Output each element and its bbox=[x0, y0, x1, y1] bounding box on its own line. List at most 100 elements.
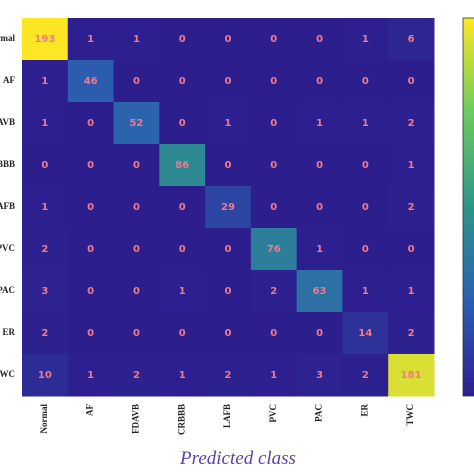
cell bbox=[67, 228, 115, 271]
cell-value: 0 bbox=[87, 328, 94, 339]
cell bbox=[205, 144, 252, 187]
cell-value: 2 bbox=[133, 370, 140, 381]
cell-value: 1 bbox=[87, 34, 94, 45]
cell bbox=[205, 60, 252, 103]
cell bbox=[388, 60, 435, 103]
cell-value: 52 bbox=[129, 118, 143, 129]
cell bbox=[388, 144, 435, 187]
cell bbox=[22, 144, 69, 187]
cell-value: 0 bbox=[179, 76, 186, 87]
cell bbox=[250, 186, 298, 229]
cell bbox=[205, 354, 252, 397]
cell bbox=[342, 354, 389, 397]
cell bbox=[388, 270, 435, 313]
cell-value: 0 bbox=[225, 76, 232, 87]
cell bbox=[250, 102, 298, 145]
cell bbox=[67, 270, 115, 313]
cell-value: 0 bbox=[270, 328, 277, 339]
cell bbox=[342, 18, 389, 61]
cell-value: 0 bbox=[362, 244, 369, 255]
cell-value: 2 bbox=[41, 328, 48, 339]
x-tick-label: ER bbox=[359, 404, 369, 417]
cell bbox=[113, 186, 160, 229]
cell bbox=[113, 144, 160, 187]
y-tick-label: CRBBB bbox=[0, 159, 15, 169]
cell-value: 0 bbox=[87, 118, 94, 129]
cell-value: 76 bbox=[267, 244, 281, 255]
cell bbox=[296, 354, 343, 397]
cell-value: 10 bbox=[38, 370, 52, 381]
cell bbox=[388, 354, 435, 397]
cell bbox=[22, 228, 69, 271]
y-tick-label: LAFB bbox=[0, 201, 15, 211]
cell bbox=[250, 312, 298, 355]
cell bbox=[22, 60, 69, 103]
cell-value: 2 bbox=[41, 244, 48, 255]
cell bbox=[67, 102, 115, 145]
cell-value: 0 bbox=[133, 76, 140, 87]
cell-value: 193 bbox=[34, 34, 55, 45]
cell-value: 0 bbox=[179, 202, 186, 213]
cell bbox=[342, 102, 389, 145]
y-tick-label: PVC bbox=[0, 243, 15, 253]
cell-value: 181 bbox=[401, 370, 422, 381]
x-tick-label: PVC bbox=[268, 404, 278, 423]
cell bbox=[22, 186, 69, 229]
cell-value: 1 bbox=[408, 286, 415, 297]
x-tick-label: Normal bbox=[39, 404, 49, 434]
cell bbox=[296, 102, 343, 145]
cell bbox=[67, 186, 115, 229]
cell-value: 2 bbox=[270, 286, 277, 297]
cell-value: 0 bbox=[179, 118, 186, 129]
cell-value: 1 bbox=[225, 118, 232, 129]
cell-value: 1 bbox=[41, 118, 48, 129]
cell bbox=[250, 270, 298, 313]
cell bbox=[113, 18, 160, 61]
cell bbox=[113, 354, 160, 397]
cell-value: 1 bbox=[41, 76, 48, 87]
cell bbox=[22, 102, 69, 145]
cell bbox=[296, 270, 343, 313]
cell bbox=[296, 312, 343, 355]
cell-value: 0 bbox=[270, 202, 277, 213]
cell bbox=[250, 228, 298, 271]
cell-value: 46 bbox=[84, 76, 98, 87]
cell bbox=[159, 60, 206, 103]
cell bbox=[250, 354, 298, 397]
cell-value: 1 bbox=[408, 160, 415, 171]
cell-value: 2 bbox=[225, 370, 232, 381]
cell bbox=[296, 186, 343, 229]
cell-value: 0 bbox=[225, 286, 232, 297]
cell bbox=[250, 60, 298, 103]
cell-value: 1 bbox=[362, 34, 369, 45]
cell bbox=[22, 18, 69, 61]
cell bbox=[113, 102, 160, 145]
cell-value: 2 bbox=[408, 118, 415, 129]
cell-value: 0 bbox=[270, 34, 277, 45]
cell-value: 0 bbox=[225, 244, 232, 255]
cell-value: 0 bbox=[179, 328, 186, 339]
cell-value: 0 bbox=[408, 244, 415, 255]
cell-value: 0 bbox=[87, 202, 94, 213]
cell bbox=[159, 102, 206, 145]
x-tick-label: CRBBB bbox=[176, 404, 186, 435]
y-tick-label: FDAVB bbox=[0, 117, 15, 127]
cell bbox=[22, 270, 69, 313]
cell-value: 0 bbox=[133, 202, 140, 213]
cell bbox=[205, 18, 252, 61]
cell-value: 0 bbox=[87, 244, 94, 255]
cell-value: 1 bbox=[87, 370, 94, 381]
colorbar bbox=[462, 17, 474, 397]
cell bbox=[67, 354, 115, 397]
cell bbox=[342, 186, 389, 229]
cell bbox=[113, 60, 160, 103]
cell-value: 0 bbox=[179, 34, 186, 45]
cell-value: 0 bbox=[362, 76, 369, 87]
cell-value: 1 bbox=[41, 202, 48, 213]
x-tick-label: LAFB bbox=[222, 404, 232, 428]
cell-value: 0 bbox=[133, 160, 140, 171]
cell bbox=[159, 228, 206, 271]
cell bbox=[296, 60, 343, 103]
cell-value: 0 bbox=[179, 244, 186, 255]
cell bbox=[159, 18, 206, 61]
